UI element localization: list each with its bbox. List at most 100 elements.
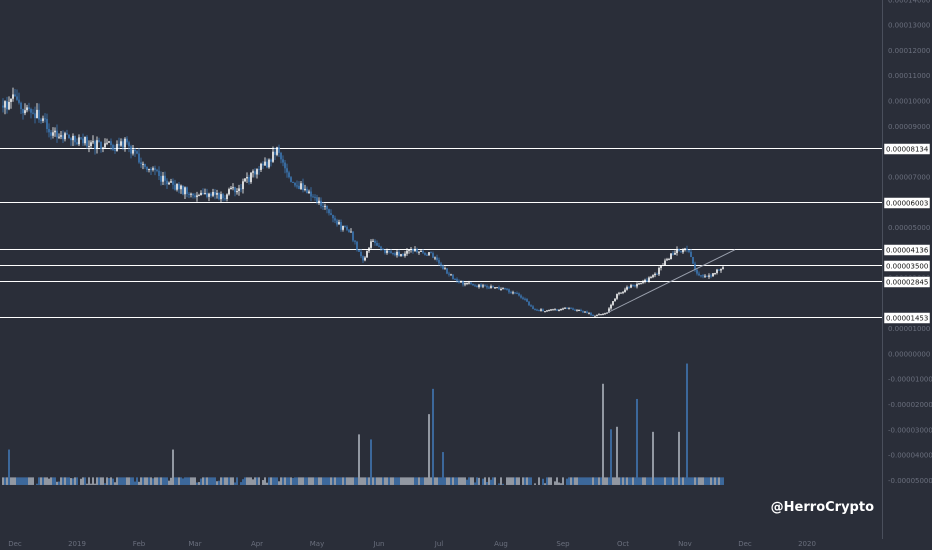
volume-bar <box>46 477 48 485</box>
volume-bar <box>52 477 54 485</box>
volume-bar <box>516 477 518 485</box>
candle-body <box>296 185 298 187</box>
volume-bar <box>566 478 568 485</box>
candle-body <box>492 286 494 288</box>
volume-bar <box>534 483 536 485</box>
candle-body <box>522 297 524 299</box>
volume-bar <box>262 480 264 485</box>
volume-bar <box>290 477 292 485</box>
volume-bar <box>30 477 32 485</box>
volume-bar <box>228 477 230 485</box>
candle-body <box>646 279 648 282</box>
candle-body <box>674 252 676 255</box>
volume-bar <box>422 477 424 485</box>
candle-body <box>198 195 200 197</box>
volume-bar <box>20 477 22 485</box>
candle-body <box>258 169 260 171</box>
candle-body <box>148 169 150 171</box>
volume-bar <box>618 477 620 485</box>
volume-bar <box>604 477 606 485</box>
candle-body <box>444 268 446 270</box>
candle-body <box>336 220 338 225</box>
candle-body <box>680 251 682 253</box>
volume-bar <box>242 479 244 485</box>
volume-bar <box>530 477 532 485</box>
volume-bar <box>522 477 524 485</box>
candle-body <box>438 260 440 264</box>
candle-body <box>414 249 416 252</box>
candle-body <box>700 275 702 277</box>
volume-bar <box>400 477 402 485</box>
volume-bar <box>584 477 586 485</box>
candle-body <box>526 299 528 302</box>
volume-bar <box>386 477 388 485</box>
candle-body <box>328 209 330 214</box>
candle-body <box>688 249 690 252</box>
volume-bar <box>160 477 162 485</box>
volume-bar <box>632 477 634 485</box>
candle-body <box>434 257 436 259</box>
candle-body <box>314 196 316 198</box>
candle-body <box>228 189 230 195</box>
candle-body <box>686 248 688 250</box>
volume-bar <box>424 477 426 485</box>
time-tick-label: Nov <box>678 540 692 548</box>
candle-body <box>174 184 176 190</box>
candle-body <box>436 257 438 261</box>
candle-body <box>330 213 332 215</box>
candle-body <box>72 135 74 141</box>
candle-body <box>190 193 192 195</box>
volume-bar <box>274 477 276 485</box>
trendline <box>606 249 736 314</box>
volume-bar <box>24 477 26 485</box>
candle-body <box>482 285 484 287</box>
volume-bar <box>198 482 200 485</box>
candle-body <box>142 163 144 165</box>
candlesticks <box>2 87 724 317</box>
volume-bar <box>372 477 374 485</box>
volume-bar <box>332 477 334 485</box>
candle-body <box>32 112 34 114</box>
volume-bar <box>358 434 360 485</box>
volume-bar <box>464 477 466 485</box>
candle-body <box>24 110 26 114</box>
candle-body <box>474 285 476 287</box>
price-tick-label: 0.00005000 <box>888 224 930 232</box>
candle-body <box>40 119 42 121</box>
candle-body <box>454 278 456 280</box>
candle-body <box>390 251 392 253</box>
candle-body <box>714 272 716 274</box>
candle-body <box>144 163 146 167</box>
volume-bar <box>586 477 588 485</box>
volume-bar <box>96 477 98 485</box>
volume-bar <box>660 477 662 485</box>
candle-body <box>332 214 334 219</box>
volume-bar <box>214 477 216 485</box>
candle-body <box>150 169 152 171</box>
volume-bar <box>324 477 326 485</box>
volume-bar <box>174 477 176 485</box>
candle-body <box>146 166 148 170</box>
volume-bar <box>500 477 502 485</box>
volume-bar <box>308 477 310 485</box>
candle-body <box>118 143 120 146</box>
candle-body <box>458 280 460 283</box>
candle-body <box>440 263 442 266</box>
candle-body <box>62 135 64 140</box>
volume-bar <box>608 477 610 485</box>
candle-body <box>56 130 58 138</box>
candle-body <box>356 241 358 250</box>
volume-bar <box>150 477 152 485</box>
candle-body <box>256 169 258 175</box>
level-label: 0.00002845 <box>886 279 928 287</box>
candle-body <box>324 205 326 207</box>
candle-body <box>214 191 216 195</box>
volume-bar <box>498 483 500 485</box>
volume-bar <box>328 477 330 485</box>
volume-bar <box>684 477 686 485</box>
volume-bar <box>42 477 44 485</box>
volume-bar <box>88 477 90 485</box>
volume-bar <box>416 477 418 485</box>
volume-bar <box>346 477 348 485</box>
candle-body <box>668 259 670 261</box>
